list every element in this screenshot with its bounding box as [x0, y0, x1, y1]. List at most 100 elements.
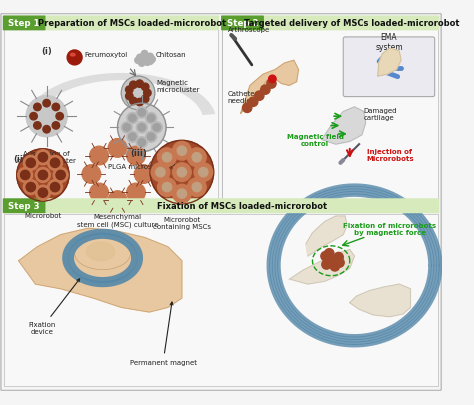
- FancyBboxPatch shape: [3, 199, 46, 214]
- Text: Adsorption of
magnetic cluster: Adsorption of magnetic cluster: [17, 150, 76, 163]
- Text: Permanent magnet: Permanent magnet: [130, 302, 197, 364]
- Circle shape: [56, 113, 64, 121]
- Circle shape: [134, 165, 153, 184]
- Circle shape: [162, 153, 172, 162]
- Circle shape: [269, 76, 276, 83]
- FancyBboxPatch shape: [264, 17, 439, 31]
- Circle shape: [177, 168, 187, 177]
- Circle shape: [38, 153, 47, 162]
- Circle shape: [34, 122, 41, 130]
- Circle shape: [156, 168, 165, 177]
- Text: (iii): (iii): [130, 149, 147, 158]
- Text: (ii): (ii): [13, 154, 27, 163]
- Text: (i): (i): [41, 47, 52, 56]
- Circle shape: [38, 189, 47, 198]
- FancyBboxPatch shape: [222, 30, 438, 213]
- Circle shape: [47, 156, 63, 171]
- Text: Targeted delivery of MSCs loaded-microrobot: Targeted delivery of MSCs loaded-microro…: [244, 19, 459, 28]
- Circle shape: [90, 184, 109, 202]
- Circle shape: [243, 104, 252, 113]
- Circle shape: [188, 149, 206, 167]
- Circle shape: [26, 96, 67, 137]
- Circle shape: [67, 51, 82, 66]
- Circle shape: [146, 113, 157, 124]
- Circle shape: [43, 100, 50, 108]
- Circle shape: [118, 104, 166, 152]
- Polygon shape: [378, 49, 401, 77]
- Text: Catheter
needle: Catheter needle: [228, 91, 258, 104]
- FancyBboxPatch shape: [4, 30, 218, 213]
- Text: Arthroscope: Arthroscope: [228, 27, 270, 33]
- Circle shape: [335, 258, 344, 268]
- Circle shape: [47, 180, 63, 195]
- Circle shape: [108, 191, 127, 210]
- Circle shape: [136, 99, 144, 107]
- Circle shape: [177, 190, 187, 199]
- Circle shape: [126, 87, 133, 94]
- Circle shape: [325, 249, 334, 258]
- Text: Preparation of MSCs loaded-microrobot: Preparation of MSCs loaded-microrobot: [38, 19, 227, 28]
- Text: Chitosan: Chitosan: [156, 51, 186, 58]
- Circle shape: [147, 134, 155, 141]
- Polygon shape: [322, 108, 365, 145]
- Circle shape: [194, 164, 213, 182]
- Text: Injection of
Microrobots: Injection of Microrobots: [366, 149, 414, 162]
- Circle shape: [56, 171, 65, 180]
- Circle shape: [127, 184, 146, 202]
- Circle shape: [23, 180, 38, 195]
- Circle shape: [127, 132, 138, 143]
- Circle shape: [90, 147, 109, 166]
- Text: Mesenchymal
stem cell (MSC) culture: Mesenchymal stem cell (MSC) culture: [77, 214, 158, 227]
- Circle shape: [36, 186, 50, 200]
- Circle shape: [34, 104, 41, 111]
- Circle shape: [261, 86, 270, 95]
- Circle shape: [123, 124, 130, 132]
- Circle shape: [151, 164, 170, 182]
- Circle shape: [173, 185, 191, 203]
- Circle shape: [330, 262, 339, 271]
- Circle shape: [108, 139, 127, 158]
- Circle shape: [36, 150, 50, 165]
- Polygon shape: [306, 216, 347, 256]
- Circle shape: [177, 147, 187, 156]
- Circle shape: [327, 256, 336, 266]
- FancyBboxPatch shape: [343, 38, 435, 97]
- Circle shape: [52, 104, 60, 111]
- Circle shape: [23, 156, 38, 171]
- Text: Step 1: Step 1: [9, 19, 40, 28]
- Text: Magnetic
microcluster: Magnetic microcluster: [157, 80, 200, 93]
- FancyBboxPatch shape: [1, 15, 441, 390]
- Circle shape: [150, 141, 214, 205]
- Circle shape: [147, 54, 154, 61]
- Circle shape: [138, 61, 145, 67]
- Circle shape: [126, 93, 133, 100]
- Circle shape: [17, 149, 69, 202]
- Circle shape: [141, 51, 148, 58]
- Circle shape: [255, 92, 264, 101]
- Circle shape: [158, 149, 176, 167]
- Circle shape: [321, 252, 330, 261]
- Text: EMA
system: EMA system: [375, 33, 403, 52]
- Text: Ferumoxytol: Ferumoxytol: [84, 51, 127, 58]
- Circle shape: [144, 60, 151, 66]
- Text: Fixation
device: Fixation device: [28, 279, 80, 335]
- Circle shape: [127, 147, 146, 166]
- Circle shape: [141, 84, 149, 92]
- FancyBboxPatch shape: [46, 199, 439, 214]
- Polygon shape: [18, 228, 182, 312]
- Circle shape: [144, 90, 151, 97]
- Circle shape: [147, 115, 155, 122]
- Polygon shape: [289, 250, 355, 284]
- Text: PLGA microscaffold: PLGA microscaffold: [108, 164, 175, 169]
- Text: Step 2: Step 2: [227, 19, 258, 28]
- Circle shape: [141, 57, 148, 64]
- Circle shape: [43, 126, 50, 134]
- Circle shape: [50, 159, 60, 168]
- Circle shape: [82, 165, 101, 184]
- Text: Fixation of microrobots
by magnetic force: Fixation of microrobots by magnetic forc…: [343, 222, 437, 235]
- Ellipse shape: [71, 54, 75, 57]
- Circle shape: [147, 59, 154, 65]
- Circle shape: [53, 168, 68, 183]
- Circle shape: [36, 168, 50, 183]
- Circle shape: [162, 183, 172, 192]
